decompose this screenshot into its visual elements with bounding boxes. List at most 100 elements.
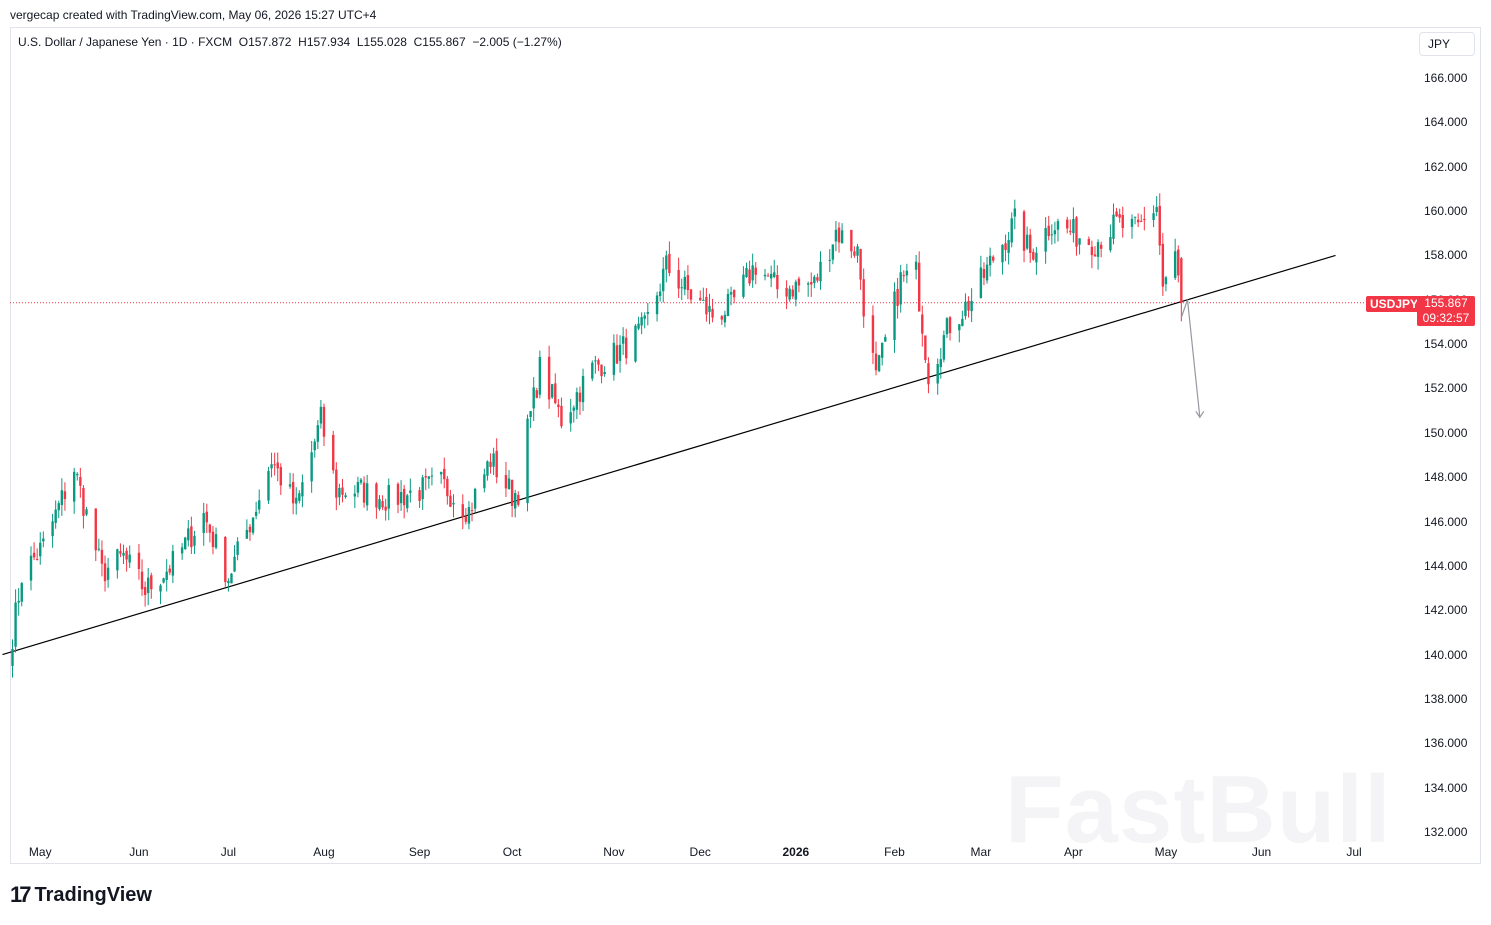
candle-body: [427, 476, 431, 479]
candle-body: [939, 359, 942, 368]
candle-body: [1173, 251, 1177, 278]
candle-body: [122, 552, 125, 556]
candle-body: [936, 364, 939, 384]
candle-body: [116, 549, 119, 571]
legend-symbol: U.S. Dollar / Japanese Yen · 1D · FXCM: [18, 35, 233, 49]
candle-body: [1118, 214, 1121, 218]
candle-body: [816, 277, 819, 281]
candle-body: [1056, 221, 1060, 230]
candle-body: [162, 578, 165, 583]
price-tick-label: 154.000: [1424, 337, 1468, 352]
candle-body: [899, 272, 902, 305]
candle-body: [837, 227, 841, 243]
candle-body: [251, 517, 255, 533]
candle-body: [554, 383, 557, 404]
bar-countdown: 09:32:57: [1422, 311, 1470, 325]
candle-body: [893, 291, 896, 341]
candle-body: [1010, 218, 1013, 243]
candle-body: [532, 387, 535, 409]
candle-body: [60, 490, 64, 505]
candle-body: [683, 276, 687, 290]
candle-body: [1022, 211, 1026, 251]
candle-body: [159, 585, 162, 592]
candle-body: [689, 289, 693, 300]
tradingview-logo[interactable]: 17 TradingView: [10, 882, 152, 908]
candle-body: [785, 287, 788, 297]
time-tick-label: 2026: [782, 845, 810, 859]
candle-body: [63, 491, 67, 500]
candle-body: [705, 296, 708, 315]
candle-body: [1072, 218, 1075, 234]
candle-body: [880, 342, 884, 358]
candle-body: [1025, 234, 1029, 249]
candle-body: [507, 478, 511, 490]
candle-body: [569, 412, 572, 424]
legend-low: L155.028: [356, 35, 407, 49]
tradingview-wordmark: TradingView: [34, 883, 152, 906]
candle-body: [483, 474, 486, 489]
time-tick-label: Feb: [884, 845, 905, 859]
candle-body: [230, 573, 233, 584]
candle-body: [310, 452, 313, 482]
candle-body: [794, 281, 798, 300]
candle-body: [834, 229, 838, 242]
candle-body: [165, 571, 168, 580]
candle-body: [927, 363, 930, 385]
candle-body: [677, 269, 680, 289]
candle-body: [1090, 246, 1094, 256]
candle-body: [32, 552, 36, 558]
time-tick-label: May: [1154, 845, 1178, 859]
candle-body: [788, 288, 791, 300]
candle-body: [751, 265, 754, 281]
candle-body: [356, 481, 360, 493]
candle-body: [362, 482, 366, 503]
projection-path: [1180, 299, 1201, 418]
candle-body: [1140, 220, 1143, 222]
candle-body: [492, 453, 495, 467]
candle-body: [945, 318, 949, 335]
candle-body: [961, 318, 964, 326]
candle-body: [948, 317, 952, 334]
candle-body: [813, 276, 816, 284]
candle-body: [406, 495, 409, 509]
candle-body: [575, 392, 579, 410]
candle-body: [1130, 218, 1134, 227]
candle-body: [424, 476, 427, 478]
candle-body: [332, 434, 335, 471]
candle-body: [1136, 219, 1140, 223]
candle-body: [791, 289, 794, 297]
candle-body: [1099, 244, 1103, 249]
candle-body: [322, 406, 326, 437]
candle-body: [1007, 240, 1010, 253]
candle-body: [421, 477, 424, 500]
candle-body: [1069, 230, 1072, 233]
candle-body: [1109, 237, 1112, 251]
legend-change: −2.005 (−1.27%): [472, 35, 562, 49]
candle-body: [467, 507, 471, 524]
candle-body: [769, 273, 773, 279]
candle-body: [1050, 234, 1054, 236]
candle-body: [288, 484, 292, 487]
candle-body: [187, 528, 190, 541]
candle-body: [1035, 252, 1038, 263]
candle-body: [1013, 208, 1016, 217]
price-tick-label: 150.000: [1424, 425, 1468, 440]
fastbull-watermark: FastBull: [1005, 756, 1392, 863]
candle-body: [270, 464, 273, 469]
candle-body: [208, 524, 212, 533]
candle-body: [1004, 243, 1007, 251]
candle-body: [732, 290, 736, 298]
candle-body: [819, 261, 822, 282]
currency-button[interactable]: JPY: [1419, 32, 1475, 56]
candle-body: [359, 479, 363, 483]
candle-body: [146, 577, 150, 594]
time-tick-label: Jun: [1251, 845, 1272, 859]
candle-body: [1087, 238, 1091, 245]
ascending-trendline: [2, 254, 1336, 656]
candle-body: [964, 301, 967, 317]
legend-open: O157.872: [238, 35, 292, 49]
candle-body: [273, 464, 276, 466]
candle-body: [702, 299, 705, 301]
candle-body: [35, 559, 39, 561]
